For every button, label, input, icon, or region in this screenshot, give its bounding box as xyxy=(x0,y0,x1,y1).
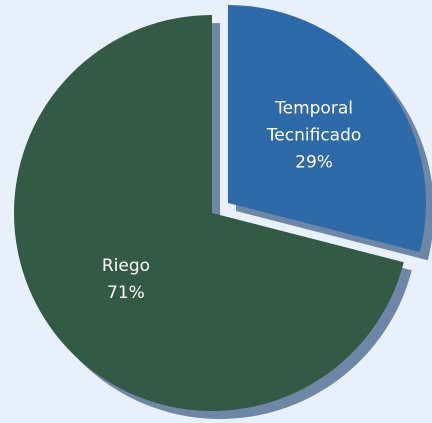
pie-slice xyxy=(228,5,426,253)
slice-name: Temporal Tecnificado xyxy=(266,98,362,146)
slice-label: Temporal Tecnificado 29% xyxy=(254,96,374,177)
slice-value: 71% xyxy=(107,282,145,303)
slice-value: 29% xyxy=(295,152,333,173)
pie-slice xyxy=(13,15,404,412)
slice-name: Riego xyxy=(101,255,151,276)
slice-label: Riego 71% xyxy=(66,253,186,307)
